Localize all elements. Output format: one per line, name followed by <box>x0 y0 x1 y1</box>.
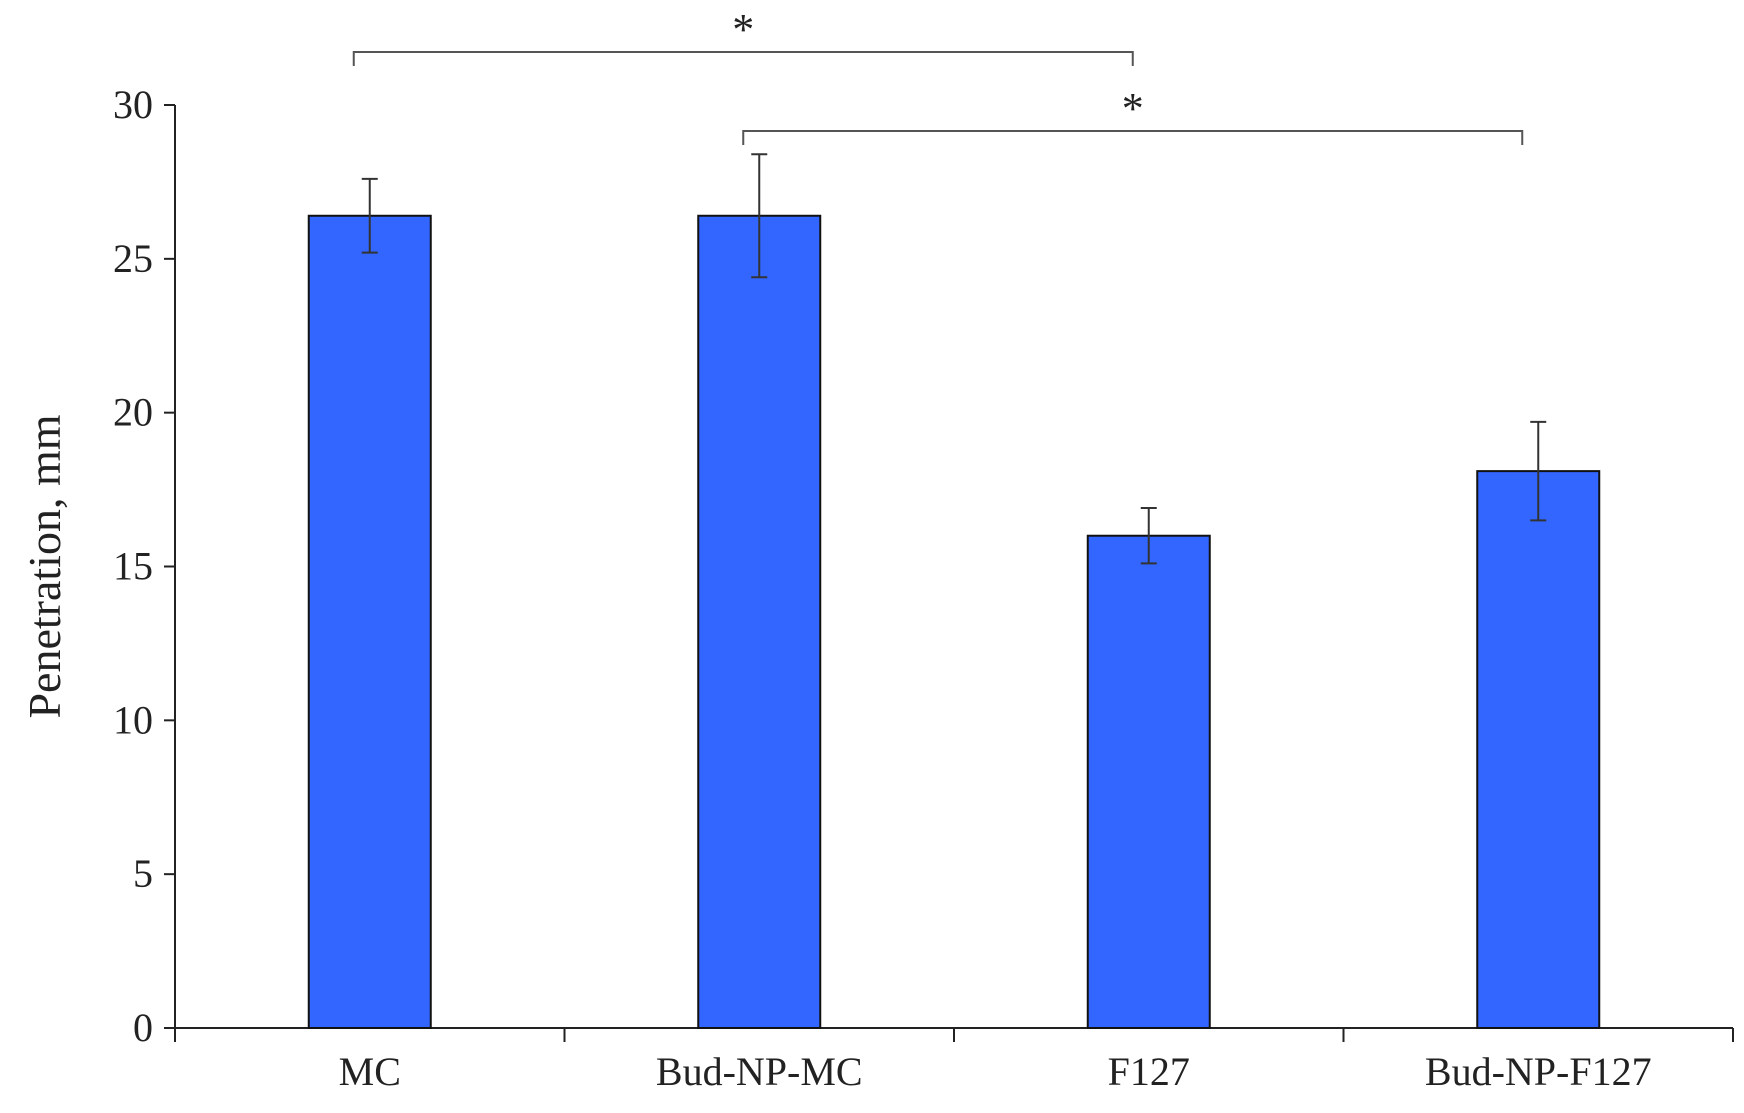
axes <box>164 104 1734 1042</box>
error-bars <box>361 153 1547 565</box>
x-tick-label: MC <box>339 1049 401 1094</box>
significance-star: * <box>1122 84 1144 133</box>
bar <box>1476 470 1601 1029</box>
error-bar <box>1530 420 1547 522</box>
y-tick-label: 5 <box>133 851 153 896</box>
bars <box>307 214 1601 1029</box>
bracket-line <box>352 51 1134 66</box>
y-tick-label: 20 <box>113 390 153 435</box>
bar <box>307 214 432 1029</box>
error-bar <box>361 177 378 254</box>
y-tick-label: 10 <box>113 697 153 742</box>
y-tick-label: 30 <box>113 82 153 127</box>
error-bar <box>1140 507 1157 565</box>
bar <box>1086 534 1211 1029</box>
bracket-line <box>742 130 1524 145</box>
tick-labels: 0 5 10 15 20 25 30 MC Bud-NP-MC F127 Bud-NP-F127 <box>113 82 1652 1094</box>
significance-bracket: * <box>742 84 1524 145</box>
significance-star: * <box>732 5 754 54</box>
error-bar <box>751 153 768 279</box>
x-tick-label: F127 <box>1108 1049 1190 1094</box>
y-axis-title: Penetration, mm <box>19 414 70 718</box>
y-tick-label: 0 <box>133 1005 153 1050</box>
x-tick-label: Bud-NP-F127 <box>1425 1049 1652 1094</box>
bar <box>697 214 822 1029</box>
y-tick-label: 25 <box>113 236 153 281</box>
significance-brackets: ** <box>352 5 1524 145</box>
x-tick-label: Bud-NP-MC <box>656 1049 863 1094</box>
y-tick-label: 15 <box>113 544 153 589</box>
significance-bracket: * <box>352 5 1134 66</box>
